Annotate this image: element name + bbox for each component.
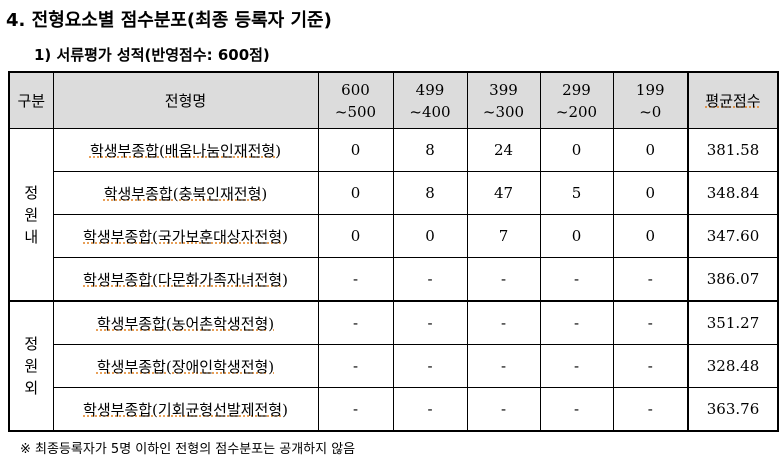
count-cell: - — [317, 300, 394, 345]
table-row: 학생부종합(국가보훈대상자전형) 0 0 7 0 0 347.60 — [9, 214, 779, 258]
count-cell: - — [466, 387, 541, 432]
header-range-line: 499 — [415, 80, 445, 99]
count-cell: 0 — [317, 214, 394, 258]
count-cell: - — [466, 344, 541, 388]
count-cell: 0 — [612, 128, 689, 172]
count-cell: - — [392, 257, 468, 302]
admission-type-name: 학생부종합(기회균형선발제전형) — [83, 400, 288, 419]
header-range-line: ~0 — [639, 102, 662, 121]
count-cell: - — [317, 257, 394, 302]
count-cell: - — [466, 257, 541, 302]
count-cell: - — [612, 387, 689, 432]
admission-type: 학생부종합(국가보훈대상자전형) — [52, 214, 319, 258]
count-cell: - — [612, 300, 689, 345]
header-row: 구분 전형명 600 ~500 499 ~400 399 ~300 299 ~200 199 ~0… — [8, 71, 779, 129]
count-cell: 0 — [392, 214, 468, 258]
header-range-line: 199 — [635, 80, 665, 99]
admission-type: 학생부종합(다문화가족자녀전형) — [52, 257, 319, 302]
group-label-char: 외 — [24, 379, 39, 397]
count-cell: - — [317, 344, 394, 388]
admission-type-name: 학생부종합(장애인학생전형) — [96, 357, 275, 376]
count-cell: 0 — [612, 171, 689, 215]
count-cell: 0 — [612, 214, 689, 258]
table-row: 정 원 내 학생부종합(배움나눔인재전형) 0 8 24 0 0 381.58 — [8, 128, 779, 302]
avg-cell: 328.48 — [687, 344, 779, 388]
count-cell: - — [539, 300, 614, 345]
table-row: 학생부종합(기회균형선발제전형) - - - - -363.76 — [9, 387, 779, 432]
count-cell: - — [317, 387, 394, 432]
header-range: 299 ~200 — [539, 71, 614, 129]
group-label-char: 내 — [24, 227, 39, 246]
header-range: 499 ~400 — [392, 71, 468, 129]
avg-cell: 381.58 — [687, 128, 779, 172]
admission-type: 학생부종합(기회균형선발제전형) — [52, 387, 319, 432]
avg-cell: 347.60 — [687, 214, 779, 258]
admission-type-name: 학생부종합(국가보훈대상자전형) — [83, 227, 288, 246]
header-range-line: ~400 — [409, 102, 451, 121]
header-range-line: 399 — [489, 80, 518, 99]
count-cell: 0 — [317, 171, 394, 215]
avg-cell: 348.84 — [687, 171, 779, 215]
admission-type-name: 학생부종합(충북인재전형) — [103, 184, 268, 203]
group-label-char: 원 — [24, 205, 39, 224]
count-cell: - — [612, 257, 689, 302]
count-cell: - — [392, 300, 468, 345]
avg-cell: 386.07 — [687, 257, 779, 302]
admission-type: 학생부종합(장애인학생전형) — [52, 344, 319, 388]
admission-type-name: 학생부종합(배움나눔인재전형) — [89, 141, 282, 160]
admission-type-name: 학생부종합(농어촌학생전형) — [96, 314, 275, 333]
avg-cell: 351.27 — [687, 300, 779, 345]
table-row: 정 원 외 학생부종합(농어촌학생전형) - - - - -351.27 — [8, 300, 779, 432]
count-cell: 24 — [466, 128, 541, 172]
header-range-line: 600 — [341, 80, 370, 99]
count-cell: 47 — [466, 171, 541, 215]
count-cell: 0 — [539, 214, 614, 258]
admission-type: 학생부종합(배움나눔인재전형) — [52, 128, 319, 172]
subsection-title: 1) 서류평가 성적(반영점수: 600점) — [34, 46, 270, 64]
header-range-line: ~500 — [334, 102, 377, 121]
footnote: ※ 최종등록자가 5명 이하인 전형의 점수분포는 공개하지 않음 — [20, 442, 356, 457]
header-avg-label: 평균점수 — [705, 91, 761, 110]
header-range-line: ~200 — [555, 102, 598, 121]
avg-cell: 363.76 — [687, 387, 779, 432]
count-cell: 8 — [392, 171, 468, 215]
admission-type: 학생부종합(농어촌학생전형) — [52, 300, 319, 345]
count-cell: 7 — [466, 214, 541, 258]
group-label-char: 원 — [24, 357, 39, 375]
header-range: 199 ~0 — [612, 71, 689, 129]
section-title: 4. 전형요소별 점수분포(최종 등록자 기준) — [6, 10, 332, 31]
count-cell: - — [539, 387, 614, 432]
count-cell: - — [392, 387, 468, 432]
count-cell: - — [392, 344, 468, 388]
count-cell: 8 — [392, 128, 468, 172]
table-row: 학생부종합(다문화가족자녀전형) - - - - -386.07 — [9, 257, 779, 302]
count-cell: 0 — [317, 128, 394, 172]
count-cell: - — [539, 257, 614, 302]
count-cell: - — [466, 300, 541, 345]
header-name: 전형명 — [52, 71, 319, 129]
table-row: 학생부종합(장애인학생전형) - - - - -328.48 — [9, 344, 779, 388]
score-distribution-table: 구분 전형명 600 ~500 499 ~400 399 ~300 299 ~200 199 ~0… — [8, 71, 779, 432]
group-label-char: 정 — [24, 183, 39, 202]
header-category: 구분 — [8, 71, 54, 129]
count-cell: - — [539, 344, 614, 388]
header-range: 399 ~300 — [466, 71, 541, 129]
admission-type: 학생부종합(충북인재전형) — [52, 171, 319, 215]
header-range: 600 ~500 — [317, 71, 394, 129]
header-range-line: ~300 — [482, 102, 525, 121]
header-range-line: 299 — [562, 80, 591, 99]
admission-type-name: 학생부종합(다문화가족자녀전형) — [83, 270, 288, 289]
table-row: 학생부종합(충북인재전형) 0 8 47 5 0 348.84 — [9, 171, 779, 215]
count-cell: 5 — [539, 171, 614, 215]
count-cell: 0 — [539, 128, 614, 172]
header-avg: 평균점수 — [687, 71, 779, 129]
count-cell: - — [612, 344, 689, 388]
group-label-char: 정 — [24, 335, 39, 353]
